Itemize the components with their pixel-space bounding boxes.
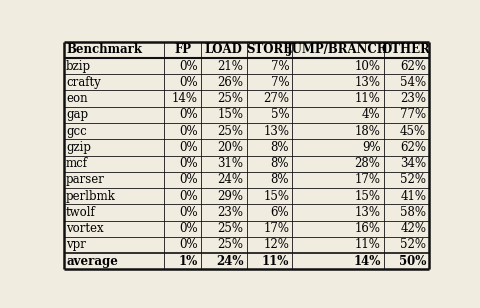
Text: 25%: 25%	[217, 92, 243, 105]
Text: 6%: 6%	[270, 206, 288, 219]
Text: 52%: 52%	[399, 238, 425, 252]
Text: 42%: 42%	[399, 222, 425, 235]
Text: 5%: 5%	[270, 108, 288, 121]
Text: 0%: 0%	[179, 238, 197, 252]
Text: 14%: 14%	[352, 255, 380, 268]
Text: 7%: 7%	[270, 76, 288, 89]
Text: 28%: 28%	[354, 157, 380, 170]
Text: 13%: 13%	[354, 76, 380, 89]
Text: 45%: 45%	[399, 125, 425, 138]
Text: 14%: 14%	[171, 92, 197, 105]
Text: 0%: 0%	[179, 157, 197, 170]
Text: 41%: 41%	[399, 190, 425, 203]
Text: 13%: 13%	[263, 125, 288, 138]
Text: 26%: 26%	[217, 76, 243, 89]
Text: average: average	[66, 255, 118, 268]
Text: 18%: 18%	[354, 125, 380, 138]
Text: 17%: 17%	[354, 173, 380, 186]
Text: 31%: 31%	[217, 157, 243, 170]
Text: eon: eon	[66, 92, 87, 105]
Text: crafty: crafty	[66, 76, 101, 89]
Text: gap: gap	[66, 108, 88, 121]
Text: 62%: 62%	[399, 141, 425, 154]
Text: Benchmark: Benchmark	[66, 43, 142, 56]
Text: bzip: bzip	[66, 59, 91, 73]
Text: gcc: gcc	[66, 125, 87, 138]
Text: twolf: twolf	[66, 206, 96, 219]
Text: 0%: 0%	[179, 125, 197, 138]
Text: 23%: 23%	[217, 206, 243, 219]
Text: 11%: 11%	[354, 238, 380, 252]
Text: 9%: 9%	[361, 141, 380, 154]
Text: 77%: 77%	[399, 108, 425, 121]
Text: 15%: 15%	[354, 190, 380, 203]
Text: OTHER: OTHER	[381, 43, 430, 56]
Text: 0%: 0%	[179, 222, 197, 235]
Text: 27%: 27%	[263, 92, 288, 105]
Text: 23%: 23%	[399, 92, 425, 105]
Text: 25%: 25%	[217, 222, 243, 235]
Text: STORE: STORE	[246, 43, 292, 56]
Text: 24%: 24%	[217, 173, 243, 186]
Text: 13%: 13%	[354, 206, 380, 219]
Text: 25%: 25%	[217, 125, 243, 138]
Text: 15%: 15%	[263, 190, 288, 203]
Text: 11%: 11%	[354, 92, 380, 105]
Text: 25%: 25%	[217, 238, 243, 252]
Text: 20%: 20%	[217, 141, 243, 154]
Text: 10%: 10%	[354, 59, 380, 73]
Text: 15%: 15%	[217, 108, 243, 121]
Text: 0%: 0%	[179, 141, 197, 154]
Text: parser: parser	[66, 173, 105, 186]
Text: 12%: 12%	[263, 238, 288, 252]
Text: 0%: 0%	[179, 206, 197, 219]
Text: gzip: gzip	[66, 141, 91, 154]
Text: 50%: 50%	[398, 255, 425, 268]
Text: 16%: 16%	[354, 222, 380, 235]
Text: 0%: 0%	[179, 173, 197, 186]
Text: perlbmk: perlbmk	[66, 190, 116, 203]
Text: 0%: 0%	[179, 76, 197, 89]
Text: vortex: vortex	[66, 222, 104, 235]
Text: 7%: 7%	[270, 59, 288, 73]
Text: 4%: 4%	[361, 108, 380, 121]
Text: 8%: 8%	[270, 173, 288, 186]
Text: 58%: 58%	[399, 206, 425, 219]
Text: 1%: 1%	[178, 255, 197, 268]
Text: 34%: 34%	[399, 157, 425, 170]
Text: 11%: 11%	[261, 255, 288, 268]
Text: 62%: 62%	[399, 59, 425, 73]
Text: 21%: 21%	[217, 59, 243, 73]
Text: 8%: 8%	[270, 141, 288, 154]
Text: 0%: 0%	[179, 190, 197, 203]
Text: 52%: 52%	[399, 173, 425, 186]
Text: 17%: 17%	[263, 222, 288, 235]
Text: FP: FP	[174, 43, 191, 56]
Text: 29%: 29%	[217, 190, 243, 203]
Text: 0%: 0%	[179, 108, 197, 121]
Text: mcf: mcf	[66, 157, 88, 170]
Text: 24%: 24%	[216, 255, 243, 268]
Text: 54%: 54%	[399, 76, 425, 89]
Text: LOAD: LOAD	[204, 43, 242, 56]
Text: vpr: vpr	[66, 238, 86, 252]
Text: JUMP/BRANCH: JUMP/BRANCH	[286, 43, 388, 56]
Text: 8%: 8%	[270, 157, 288, 170]
Text: 0%: 0%	[179, 59, 197, 73]
